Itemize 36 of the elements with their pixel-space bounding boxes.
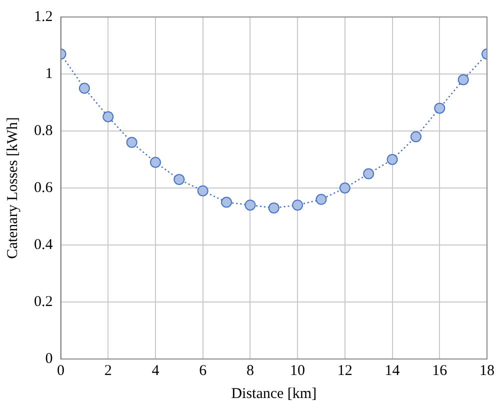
point (434, 102, 446, 114)
point (268, 202, 280, 214)
point (244, 200, 256, 211)
point (410, 131, 422, 142)
point (197, 185, 208, 196)
y-tick-label: 0 (45, 350, 53, 367)
x-tick-label: 10 (290, 362, 306, 379)
point (78, 82, 90, 94)
x-tick-label: 4 (152, 362, 160, 379)
x-tick-label: 2 (104, 362, 112, 379)
y-tick-label: 0.4 (34, 236, 54, 253)
y-tick-label: 1 (45, 66, 53, 82)
point (316, 194, 327, 205)
point (292, 200, 304, 211)
x-tick-label: 12 (337, 362, 352, 379)
x-tick-label: 8 (246, 362, 254, 379)
point (126, 136, 138, 148)
point (174, 174, 185, 185)
y-tick-label: 0.2 (34, 294, 53, 310)
point (458, 74, 469, 86)
x-tick-label: 18 (480, 362, 494, 379)
point (386, 154, 398, 165)
point (102, 111, 114, 122)
y-tick-label: 0.8 (34, 122, 53, 139)
x-tick-label: 0 (57, 362, 64, 379)
point (150, 156, 161, 168)
point (339, 182, 350, 194)
x-tick-label: 16 (432, 362, 448, 379)
x-tick-label: 14 (384, 362, 400, 379)
x-tick-label: 6 (199, 362, 208, 379)
y-tick-label: 0.6 (34, 180, 54, 196)
point (363, 168, 374, 180)
y-tick-label: 1.2 (34, 8, 53, 25)
x-axis-title: Distance [km] (231, 386, 317, 402)
y-axis-title: Catenary Losses [kWh] (4, 117, 21, 259)
point (221, 196, 232, 208)
